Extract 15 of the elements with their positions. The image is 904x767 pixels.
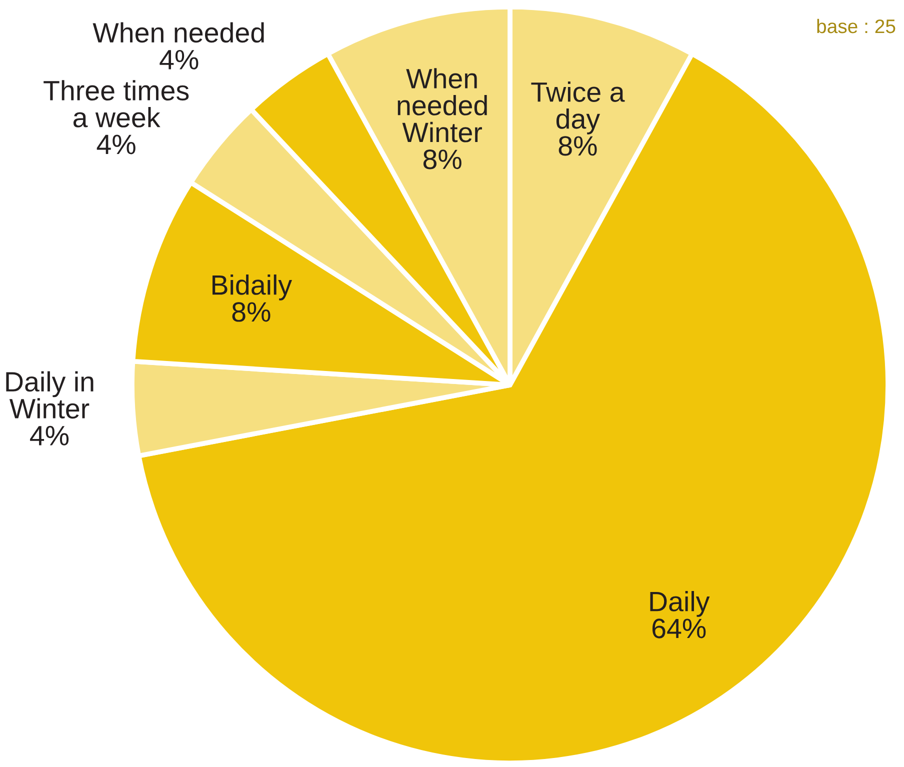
slice-label: When needed [92,22,264,43]
data-label: 4% [30,426,69,446]
data-label: 4% [160,50,198,70]
data-label: 64% [652,618,706,638]
slice-label: Twice a day [531,82,625,134]
slice-label: When needed Winter [398,68,487,142]
slice-label: Daily [650,591,710,617]
slice-label: Daily in Winter [6,371,94,419]
slice-label: Three times a week [44,80,189,128]
text: base : 25 [817,18,896,34]
data-label: 8% [423,150,462,170]
data-label: 8% [232,302,270,322]
slice-label: Bidaily [212,274,292,300]
data-label: 4% [96,134,136,154]
data-label: 8% [558,136,597,156]
